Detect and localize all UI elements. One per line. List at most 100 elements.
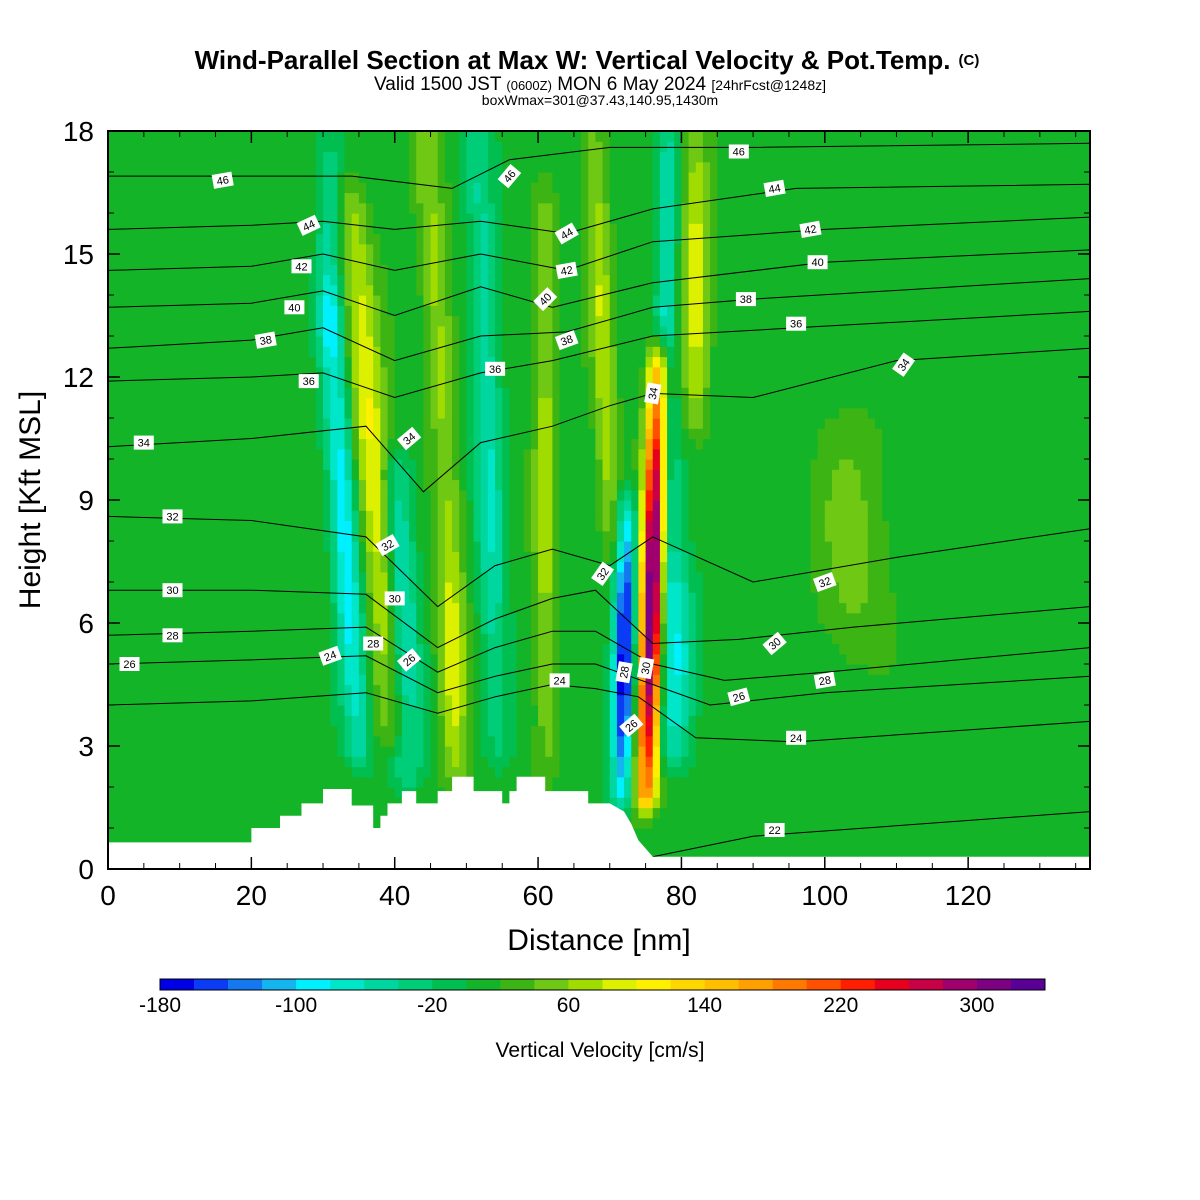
velocity-cell [129, 592, 138, 604]
velocity-cell [287, 407, 295, 419]
velocity-cell [129, 766, 138, 778]
velocity-cell [373, 397, 381, 409]
velocity-cell [380, 510, 389, 522]
velocity-cell [530, 418, 539, 429]
velocity-cell [136, 807, 145, 819]
velocity-cell [581, 715, 589, 727]
velocity-cell [115, 623, 123, 634]
velocity-cell [151, 284, 159, 296]
velocity-cell [337, 151, 346, 163]
velocity-cell [165, 223, 174, 235]
velocity-cell [473, 623, 482, 634]
velocity-cell [523, 725, 532, 737]
velocity-cell [315, 213, 324, 224]
velocity-cell [452, 541, 460, 552]
velocity-cell [108, 172, 116, 183]
velocity-cell [280, 131, 288, 142]
velocity-cell [495, 192, 503, 204]
velocity-cell [466, 192, 475, 204]
velocity-cell [466, 694, 475, 706]
velocity-cell [315, 684, 324, 696]
velocity-cell [394, 254, 403, 265]
velocity-cell [487, 684, 496, 696]
velocity-cell [437, 684, 446, 696]
velocity-cell [129, 407, 138, 419]
velocity-cell [222, 346, 231, 358]
chart-subtitle-box: boxWmax=301@37.43,140.95,1430m [482, 92, 718, 108]
velocity-cell [351, 131, 360, 142]
velocity-cell [480, 561, 489, 573]
velocity-cell [215, 653, 224, 665]
velocity-cell [194, 202, 202, 214]
velocity-cell [423, 295, 432, 306]
velocity-cell [280, 684, 288, 696]
velocity-cell [358, 643, 367, 655]
velocity-cell [229, 469, 238, 481]
velocity-cell [409, 735, 417, 747]
velocity-cell [444, 223, 453, 235]
velocity-cell [115, 582, 123, 593]
velocity-cell [344, 664, 353, 675]
velocity-cell [430, 469, 439, 481]
velocity-cell [294, 725, 303, 737]
velocity-cell [530, 131, 539, 142]
velocity-cell [444, 510, 453, 522]
velocity-cell [222, 787, 231, 798]
velocity-cell [545, 407, 554, 419]
velocity-cell [401, 274, 410, 286]
velocity-cell [143, 766, 152, 778]
velocity-cell [201, 325, 209, 337]
velocity-cell [358, 776, 367, 788]
velocity-cell [158, 510, 166, 522]
velocity-cell [172, 828, 181, 839]
velocity-cell [258, 623, 267, 634]
velocity-cell [330, 612, 338, 624]
velocity-cell [158, 346, 166, 358]
velocity-cell [237, 428, 245, 440]
velocity-cell [380, 336, 389, 347]
velocity-cell [487, 541, 496, 552]
velocity-cell [602, 735, 611, 747]
velocity-cell [452, 264, 460, 276]
velocity-cell [280, 643, 288, 655]
velocity-cell [258, 151, 267, 163]
velocity-cell [272, 448, 281, 460]
velocity-cell [495, 243, 503, 255]
velocity-cell [323, 131, 331, 142]
velocity-cell [337, 202, 346, 214]
velocity-cell [452, 346, 460, 358]
velocity-cell [229, 284, 238, 296]
velocity-cell [373, 151, 381, 163]
velocity-cell [179, 141, 188, 153]
velocity-cell [452, 735, 460, 747]
velocity-cell [588, 520, 597, 532]
velocity-cell [523, 623, 532, 634]
velocity-cell [387, 489, 396, 501]
velocity-cell [158, 623, 166, 634]
velocity-cell [530, 582, 539, 593]
velocity-cell [595, 325, 604, 337]
velocity-cell [294, 592, 303, 604]
velocity-cell [588, 356, 597, 368]
velocity-cell [466, 438, 475, 450]
velocity-cell [473, 233, 482, 245]
velocity-cell [394, 397, 403, 409]
velocity-cell [495, 223, 503, 235]
velocity-cell [401, 500, 410, 511]
velocity-cell [215, 582, 224, 593]
velocity-cell [301, 735, 310, 747]
velocity-cell [280, 694, 288, 706]
velocity-cell [523, 192, 532, 204]
velocity-cell [323, 397, 331, 409]
velocity-cell [172, 418, 181, 429]
velocity-cell [545, 161, 554, 173]
velocity-cell [158, 807, 166, 819]
velocity-cell [158, 541, 166, 552]
velocity-cell [480, 438, 489, 450]
velocity-cell [444, 284, 453, 296]
velocity-cell [323, 213, 331, 224]
velocity-cell [136, 787, 145, 798]
velocity-cell [294, 807, 303, 819]
velocity-cell [409, 336, 417, 347]
velocity-cell [165, 254, 174, 265]
